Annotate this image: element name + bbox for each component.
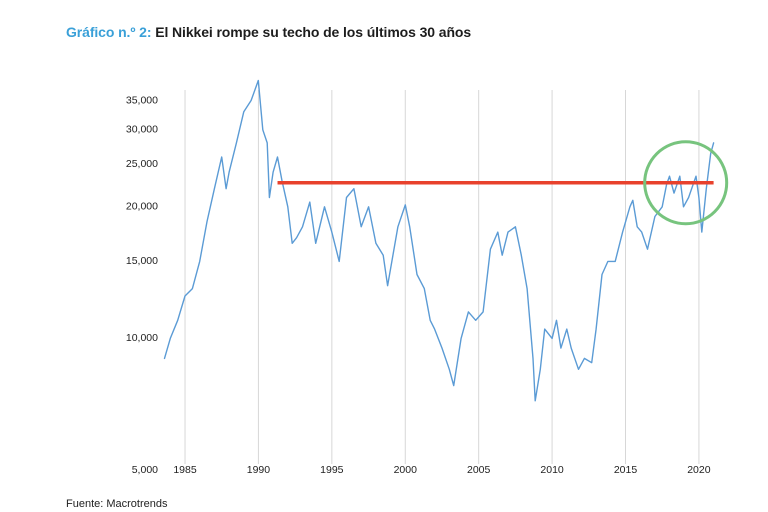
x-tick-label: 2020	[687, 464, 711, 476]
highlight-circle	[643, 140, 729, 226]
nikkei-chart: 1985 1990 1995 2000 2005 2010 2015 2020 5,000 10…	[126, 79, 729, 476]
y-tick-label: 25,000	[126, 158, 158, 170]
annotation-layer	[277, 140, 729, 226]
y-axis-ticks: 5,000 10,000 15,000 20,000 25,000 30,000 35,00…	[126, 94, 158, 475]
grid-layer	[184, 90, 700, 464]
y-tick-label: 5,000	[132, 464, 158, 476]
x-tick-label: 1990	[247, 464, 271, 476]
x-tick-label: 1995	[320, 464, 344, 476]
x-axis-ticks: 1985 1990 1995 2000 2005 2010 2015 2020	[173, 464, 710, 476]
y-tick-label: 10,000	[126, 332, 158, 344]
y-tick-label: 35,000	[126, 94, 158, 106]
series-layer	[163, 79, 715, 402]
x-tick-label: 2010	[540, 464, 564, 476]
y-tick-label: 20,000	[126, 201, 158, 213]
nikkei-series-line	[163, 79, 715, 402]
x-tick-label: 2005	[467, 464, 491, 476]
x-tick-label: 2015	[614, 464, 638, 476]
y-tick-label: 30,000	[126, 124, 158, 136]
x-tick-label: 2000	[394, 464, 418, 476]
x-tick-label: 1985	[173, 464, 197, 476]
chart-title-prefix: Gráfico n.º 2:	[66, 24, 152, 40]
source-note: Fuente: Macrotrends	[66, 498, 168, 510]
y-tick-label: 15,000	[126, 255, 158, 267]
chart-title-text: El Nikkei rompe su techo de los últimos …	[155, 24, 472, 40]
chart-title: Gráfico n.º 2: El Nikkei rompe su techo …	[66, 24, 471, 40]
